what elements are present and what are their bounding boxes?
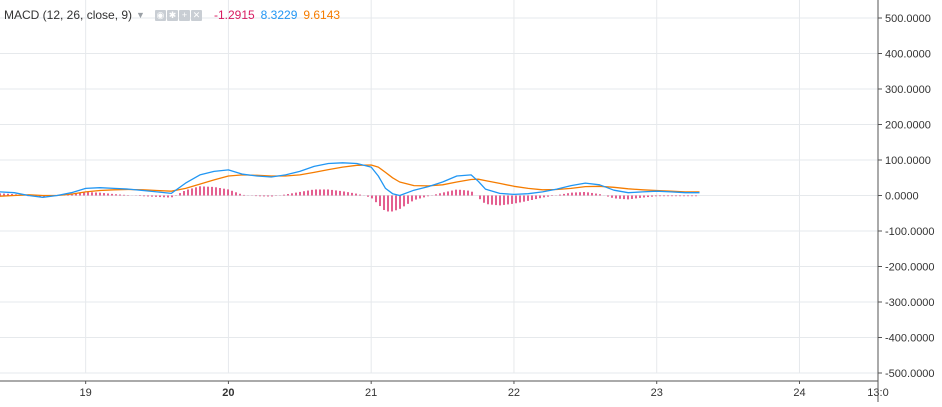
gear-icon[interactable]: ✱ [166, 9, 178, 21]
indicator-title: MACD (12, 26, close, 9) [4, 8, 133, 22]
x-tick-label: 20 [222, 387, 234, 399]
y-tick-label: 100.0000 [885, 155, 931, 167]
y-tick-label: -500.0000 [885, 368, 935, 380]
signal-value: 9.6143 [303, 8, 341, 22]
plus-icon[interactable]: + [178, 9, 190, 21]
histogram-value: -1.2915 [213, 8, 255, 22]
chevron-down-icon[interactable]: ▼ [136, 10, 145, 20]
macd-value: 8.3229 [260, 8, 298, 22]
y-tick-label: 300.0000 [885, 84, 931, 96]
eye-icon[interactable]: ◉ [154, 9, 166, 21]
x-tick-label: 22 [508, 387, 520, 399]
y-tick-label: 0.0000 [885, 191, 919, 203]
indicator-legend[interactable]: MACD (12, 26, close, 9) ▼ ◉ ✱ + ✕ -1.291… [4, 6, 340, 24]
x-tick-label: 23 [651, 387, 663, 399]
y-tick-label: 500.0000 [885, 13, 931, 25]
y-tick-label: 200.0000 [885, 120, 931, 132]
line-series [0, 162, 700, 198]
y-tick-label: -400.0000 [885, 333, 935, 345]
y-tick-label: -200.0000 [885, 262, 935, 274]
x-tick-label: 21 [365, 387, 377, 399]
grid [0, 0, 878, 374]
y-tick-label: -100.0000 [885, 226, 935, 238]
macd-line [0, 162, 700, 198]
x-tick-label: 19 [80, 387, 92, 399]
x-tick-label: 24 [793, 387, 805, 399]
close-icon[interactable]: ✕ [190, 9, 202, 21]
y-tick-label: 400.0000 [885, 49, 931, 61]
histogram-series [0, 186, 697, 212]
y-tick-label: -300.0000 [885, 297, 935, 309]
indicator-controls: ◉ ✱ + ✕ [154, 9, 202, 21]
signal-line [0, 164, 700, 197]
